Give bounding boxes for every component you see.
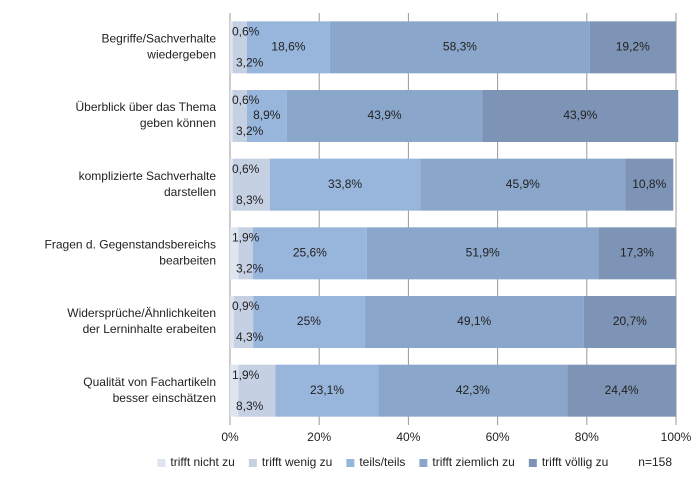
value-label: 43,9%	[368, 108, 402, 122]
value-label: 8,9%	[253, 108, 281, 122]
value-label: 45,9%	[506, 177, 540, 191]
bar-segment	[246, 90, 287, 142]
bar-segment	[232, 21, 247, 74]
value-label: 33,8%	[328, 177, 362, 191]
bar-segment	[230, 90, 233, 142]
bar-segment	[275, 364, 379, 417]
bar-segment	[232, 158, 270, 211]
legend-swatch	[157, 459, 166, 467]
bar-segment	[230, 227, 239, 280]
bar-segment	[286, 90, 483, 142]
bar-segment	[583, 296, 676, 348]
value-label: 0,9%	[232, 299, 260, 313]
bar-segment	[482, 90, 679, 142]
legend-swatch	[528, 459, 537, 467]
category-label: komplizierte Sachverhalte	[79, 169, 217, 183]
value-label: 8,3%	[236, 193, 264, 207]
legend-swatch	[419, 459, 428, 467]
legend-label: trifft ziemlich zu	[432, 455, 514, 469]
legend-label: trifft völlig zu	[542, 455, 608, 469]
bar-segment	[378, 364, 568, 417]
bar-segment	[230, 158, 233, 211]
category-label: Qualität von Fachartikeln	[83, 375, 216, 389]
value-label: 20,7%	[613, 314, 647, 328]
bar-segment	[625, 158, 674, 211]
bar-segment	[232, 90, 247, 142]
value-label: 18,6%	[271, 40, 305, 54]
value-label: 0,6%	[232, 93, 260, 107]
category-label: Begriffe/Sachverhalte	[101, 32, 216, 46]
bar-segment	[252, 227, 367, 280]
value-label: 10,8%	[632, 177, 666, 191]
bar-segment	[234, 296, 254, 348]
bar-segment	[238, 364, 276, 417]
value-label: 24,4%	[605, 383, 639, 397]
value-label: 8,3%	[236, 399, 264, 413]
category-label: Fragen d. Gegenstandsbereichs	[45, 238, 216, 252]
value-label: 23,1%	[310, 383, 344, 397]
value-label: 3,2%	[236, 56, 264, 70]
value-label: 1,9%	[232, 368, 260, 382]
bar-segment	[598, 227, 676, 280]
annotation: n=158	[638, 455, 672, 469]
legend-swatch	[248, 459, 257, 467]
category-label: besser einschätzen	[113, 391, 216, 405]
bar-segment	[253, 296, 365, 348]
value-label: 4,3%	[236, 330, 264, 344]
value-label: 42,3%	[456, 383, 490, 397]
x-tick-label: 20%	[307, 430, 331, 444]
category-label: Widersprüche/Ähnlichkeiten	[67, 306, 216, 320]
value-label: 3,2%	[236, 262, 264, 276]
grid	[229, 13, 677, 425]
bar-segment	[329, 21, 590, 74]
value-label: 43,9%	[563, 108, 597, 122]
bar-segment	[246, 21, 330, 74]
category-label: geben können	[140, 116, 216, 130]
x-tick-label: 60%	[486, 430, 510, 444]
value-label: 58,3%	[443, 40, 477, 54]
value-label: 49,1%	[457, 314, 491, 328]
legend-swatch	[346, 459, 355, 467]
value-label: 51,9%	[466, 246, 500, 260]
bar-segment	[420, 158, 626, 211]
bar-segment	[567, 364, 676, 417]
value-label: 3,2%	[236, 124, 264, 138]
bars	[230, 21, 679, 417]
value-label: 17,3%	[620, 246, 654, 260]
x-tick-label: 80%	[575, 430, 599, 444]
value-label: 25%	[297, 314, 321, 328]
x-tick-label: 40%	[396, 430, 420, 444]
bar-segment	[366, 227, 599, 280]
bar-segment	[230, 296, 235, 348]
bar-segment	[230, 364, 239, 417]
value-label: 19,2%	[616, 40, 650, 54]
x-tick-label: 0%	[221, 430, 239, 444]
category-label: wiedergeben	[146, 48, 216, 62]
legend-label: trifft nicht zu	[170, 455, 234, 469]
bar-segment	[364, 296, 584, 348]
value-label: 1,9%	[232, 231, 260, 245]
legend-label: trifft wenig zu	[262, 455, 332, 469]
value-label: 25,6%	[293, 246, 327, 260]
bar-segment	[269, 158, 421, 211]
x-tick-label: 100%	[661, 430, 692, 444]
bar-segment	[230, 21, 233, 74]
legend-label: teils/teils	[359, 455, 405, 469]
category-label: bearbeiten	[159, 254, 216, 268]
value-label: 0,6%	[232, 25, 260, 39]
category-label: der Lerninhalte erabeiten	[83, 322, 216, 336]
bar-segment	[589, 21, 676, 74]
category-label: darstellen	[164, 185, 216, 199]
value-label: 0,6%	[232, 162, 260, 176]
category-label: Überblick über das Thema	[75, 100, 216, 114]
bar-segment	[238, 227, 253, 280]
